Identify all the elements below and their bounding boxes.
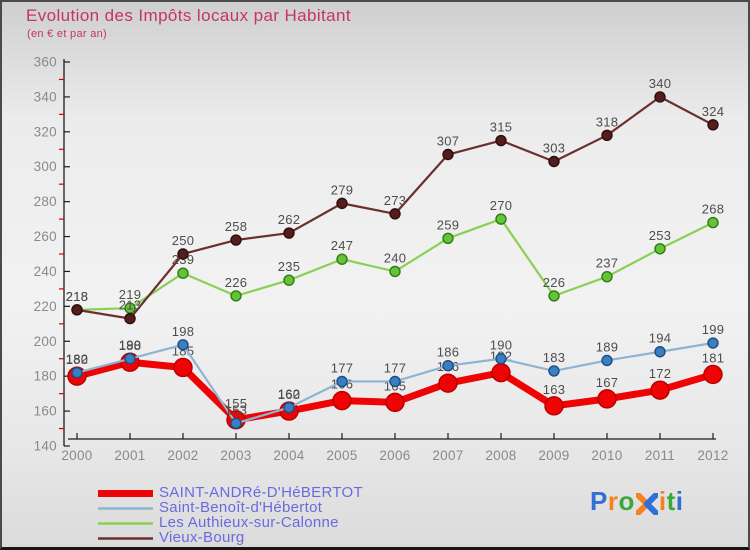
- svg-text:140: 140: [34, 439, 57, 454]
- svg-text:2002: 2002: [167, 448, 198, 463]
- svg-text:226: 226: [225, 275, 248, 290]
- legend-label: Vieux-Bourg: [159, 529, 245, 546]
- svg-text:239: 239: [172, 252, 195, 267]
- svg-text:360: 360: [34, 55, 57, 70]
- logo-x-icon: [635, 492, 658, 515]
- svg-text:303: 303: [543, 140, 566, 155]
- chart-subtitle: (en € et par an): [27, 28, 108, 40]
- svg-text:2006: 2006: [379, 448, 410, 463]
- svg-text:340: 340: [649, 76, 672, 91]
- svg-text:280: 280: [34, 194, 57, 209]
- svg-text:213: 213: [119, 298, 142, 313]
- svg-text:240: 240: [384, 250, 407, 265]
- svg-text:260: 260: [34, 229, 57, 244]
- svg-text:189: 189: [596, 339, 619, 354]
- svg-text:163: 163: [543, 382, 566, 397]
- logo-letter: i: [675, 486, 684, 516]
- legend-item: Vieux-Bourg: [97, 529, 363, 546]
- legend-swatch-saint-andre: [98, 489, 153, 497]
- svg-text:180: 180: [66, 352, 89, 367]
- svg-text:2004: 2004: [273, 448, 304, 463]
- svg-text:226: 226: [543, 275, 566, 290]
- svg-text:177: 177: [384, 360, 407, 375]
- legend-item: SAINT-ANDRé-D'HéBERTOT: [97, 484, 363, 501]
- svg-text:320: 320: [34, 124, 57, 139]
- svg-text:183: 183: [543, 350, 566, 365]
- svg-text:318: 318: [596, 114, 619, 129]
- svg-text:220: 220: [34, 299, 57, 314]
- svg-text:160: 160: [34, 404, 57, 419]
- legend-item: Saint-Benoît-d'Hébertot: [97, 499, 363, 516]
- svg-text:188: 188: [119, 338, 142, 353]
- svg-text:2011: 2011: [645, 448, 675, 463]
- svg-text:160: 160: [278, 387, 301, 402]
- svg-text:2012: 2012: [697, 448, 728, 463]
- svg-text:2009: 2009: [538, 448, 569, 463]
- svg-text:259: 259: [437, 217, 460, 232]
- svg-text:268: 268: [702, 202, 725, 217]
- svg-text:153: 153: [225, 402, 248, 417]
- svg-text:250: 250: [172, 233, 195, 248]
- legend: SAINT-ANDRé-D'HéBERTOT Saint-Benoît-d'Hé…: [97, 484, 363, 546]
- svg-text:253: 253: [649, 228, 672, 243]
- svg-text:247: 247: [331, 238, 354, 253]
- svg-text:198: 198: [172, 324, 195, 339]
- svg-text:180: 180: [34, 369, 57, 384]
- svg-text:2008: 2008: [485, 448, 516, 463]
- svg-text:237: 237: [596, 256, 619, 271]
- svg-text:307: 307: [437, 134, 460, 149]
- legend-item: Les Authieux-sur-Calonne: [97, 514, 363, 531]
- svg-text:199: 199: [702, 322, 725, 337]
- svg-text:155: 155: [225, 396, 248, 411]
- legend-label: Saint-Benoît-d'Hébertot: [159, 499, 323, 516]
- svg-text:190: 190: [119, 338, 142, 353]
- svg-text:240: 240: [34, 264, 57, 279]
- logo-letter: i: [658, 486, 667, 516]
- svg-text:194: 194: [649, 331, 672, 346]
- svg-text:273: 273: [384, 193, 407, 208]
- svg-text:200: 200: [34, 334, 57, 349]
- chart-title: Evolution des Impôts locaux par Habitant: [26, 6, 352, 25]
- svg-text:340: 340: [34, 89, 57, 104]
- legend-label: SAINT-ANDRé-D'HéBERTOT: [159, 484, 363, 501]
- svg-text:182: 182: [66, 352, 89, 367]
- svg-text:258: 258: [225, 219, 248, 234]
- logo-letter: t: [666, 486, 676, 516]
- logo-letter: r: [607, 486, 619, 516]
- svg-text:2003: 2003: [220, 448, 251, 463]
- svg-text:177: 177: [331, 360, 354, 375]
- logo-letter: o: [618, 486, 635, 516]
- svg-text:2001: 2001: [114, 448, 145, 463]
- legend-swatch-vieux-bourg: [98, 536, 153, 540]
- svg-text:2005: 2005: [326, 448, 357, 463]
- svg-text:167: 167: [596, 375, 619, 390]
- logo-letter: P: [590, 486, 608, 516]
- svg-text:162: 162: [278, 387, 301, 402]
- svg-text:279: 279: [331, 182, 354, 197]
- svg-text:219: 219: [119, 287, 142, 302]
- svg-text:324: 324: [702, 104, 725, 119]
- svg-text:218: 218: [66, 289, 89, 304]
- svg-text:262: 262: [278, 212, 301, 227]
- svg-text:218: 218: [66, 289, 89, 304]
- svg-text:2007: 2007: [432, 448, 463, 463]
- svg-text:270: 270: [490, 198, 513, 213]
- legend-label: Les Authieux-sur-Calonne: [159, 514, 339, 531]
- legend-swatch-saint-benoit: [98, 506, 153, 510]
- svg-text:186: 186: [437, 345, 460, 360]
- svg-text:235: 235: [278, 259, 301, 274]
- svg-text:181: 181: [702, 350, 725, 365]
- svg-text:315: 315: [490, 120, 513, 135]
- svg-text:2010: 2010: [591, 448, 622, 463]
- legend-swatch-les-authieux: [98, 521, 153, 525]
- svg-text:190: 190: [490, 338, 513, 353]
- svg-text:300: 300: [34, 159, 57, 174]
- svg-text:2000: 2000: [61, 448, 92, 463]
- svg-text:172: 172: [649, 366, 672, 381]
